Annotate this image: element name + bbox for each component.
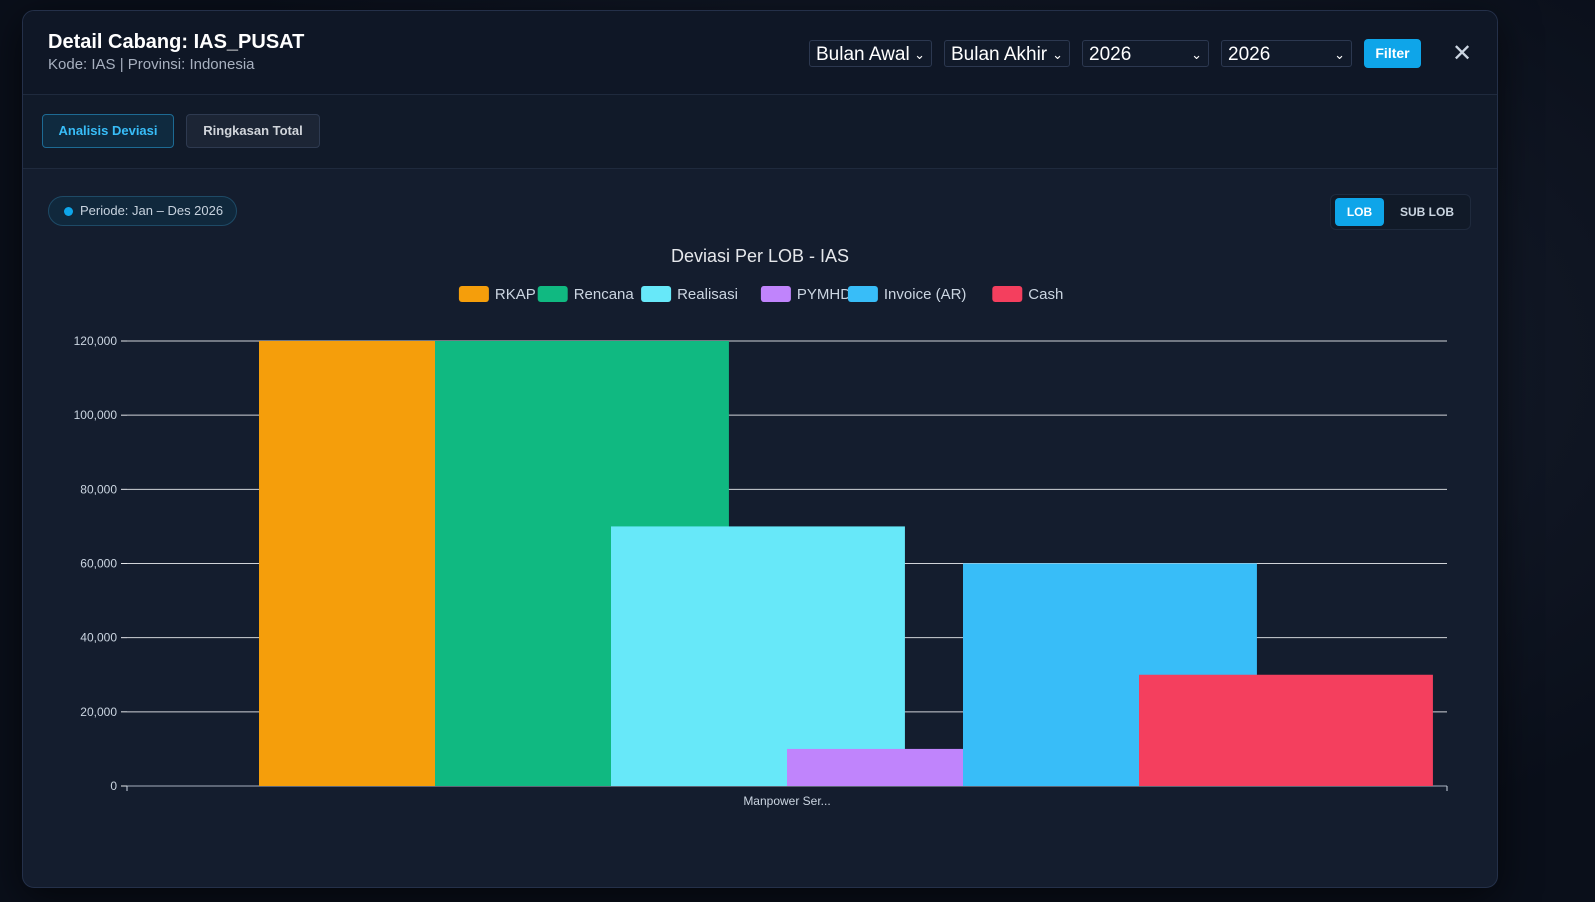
- end-year-value: 2026: [1228, 44, 1271, 65]
- legend-swatch: [847, 286, 878, 302]
- start-year-select[interactable]: 2026 ⌄: [1082, 40, 1209, 67]
- end-year-select[interactable]: 2026 ⌄: [1221, 40, 1352, 67]
- y-tick-label: 120,000: [74, 334, 118, 348]
- lob-view-toggle: LOB SUB LOB: [1330, 194, 1471, 230]
- start-month-value: Bulan Awal: [816, 44, 910, 65]
- legend-label: Cash: [1028, 286, 1063, 303]
- y-tick-label: 0: [110, 779, 117, 793]
- modal-subtitle: Kode: IAS | Provinsi: Indonesia: [48, 56, 255, 73]
- chevron-down-icon: ⌄: [1334, 47, 1345, 62]
- end-month-value: Bulan Akhir: [951, 44, 1048, 65]
- tabs-bar: Analisis Deviasi Ringkasan Total: [23, 95, 1497, 169]
- chevron-down-icon: ⌄: [1191, 47, 1202, 62]
- legend-swatch: [641, 286, 672, 302]
- x-tick-label: Manpower Ser...: [743, 794, 830, 808]
- deviation-bar-chart: Deviasi Per LOB - IAS RKAP Rencana Realisa…: [74, 246, 1448, 808]
- legend-swatch: [537, 286, 568, 302]
- legend-label: Invoice (AR): [884, 286, 967, 303]
- y-tick-label: 40,000: [80, 631, 117, 645]
- modal-title: Detail Cabang: IAS_PUSAT: [48, 31, 305, 53]
- chart-title: Deviasi Per LOB - IAS: [671, 246, 849, 266]
- chart-bars: [259, 341, 1433, 786]
- bar-realisasi: [611, 526, 905, 786]
- legend-label: Rencana: [574, 286, 635, 303]
- y-axis-ticks: 0 20,000 40,000 60,000 80,000 100,000 120,000: [74, 334, 118, 793]
- branch-detail-modal: Detail Cabang: IAS_PUSAT Kode: IAS | Pro…: [22, 10, 1498, 888]
- start-month-select[interactable]: Bulan Awal ⌄: [809, 40, 932, 67]
- legend-label: Realisasi: [677, 286, 738, 303]
- y-tick-label: 60,000: [80, 557, 117, 571]
- chevron-down-icon: ⌄: [1052, 47, 1063, 62]
- x-axis: Manpower Ser...: [126, 786, 1448, 808]
- toggle-sub-lob-button[interactable]: SUB LOB: [1400, 205, 1454, 219]
- start-year-value: 2026: [1089, 44, 1132, 65]
- legend-swatch: [760, 286, 791, 302]
- legend-swatch: [458, 286, 489, 302]
- legend-swatch: [992, 286, 1023, 302]
- tab-analisis-deviasi[interactable]: Analisis Deviasi: [42, 114, 174, 148]
- y-tick-label: 100,000: [74, 408, 118, 422]
- y-tick-label: 20,000: [80, 705, 117, 719]
- period-badge: Periode: Jan – Des 2026: [48, 196, 237, 226]
- chart-legend: RKAP Rencana Realisasi PYMHD Invoice (AR) Cas…: [458, 286, 1063, 303]
- tab-ringkasan-total[interactable]: Ringkasan Total: [186, 114, 320, 148]
- y-tick-label: 80,000: [80, 482, 117, 496]
- chevron-down-icon: ⌄: [914, 47, 925, 62]
- legend-label: RKAP: [495, 286, 536, 303]
- period-label: Periode: Jan – Des 2026: [80, 203, 224, 218]
- end-month-select[interactable]: Bulan Akhir ⌄: [944, 40, 1070, 67]
- bar-cash: [1139, 674, 1433, 786]
- toggle-lob-button[interactable]: LOB: [1335, 198, 1384, 226]
- legend-label: PYMHD: [797, 286, 851, 303]
- status-dot-icon: [64, 207, 73, 216]
- modal-header: Detail Cabang: IAS_PUSAT Kode: IAS | Pro…: [23, 11, 1497, 95]
- filter-button[interactable]: Filter: [1364, 39, 1421, 68]
- close-icon[interactable]: ✕: [1451, 40, 1473, 67]
